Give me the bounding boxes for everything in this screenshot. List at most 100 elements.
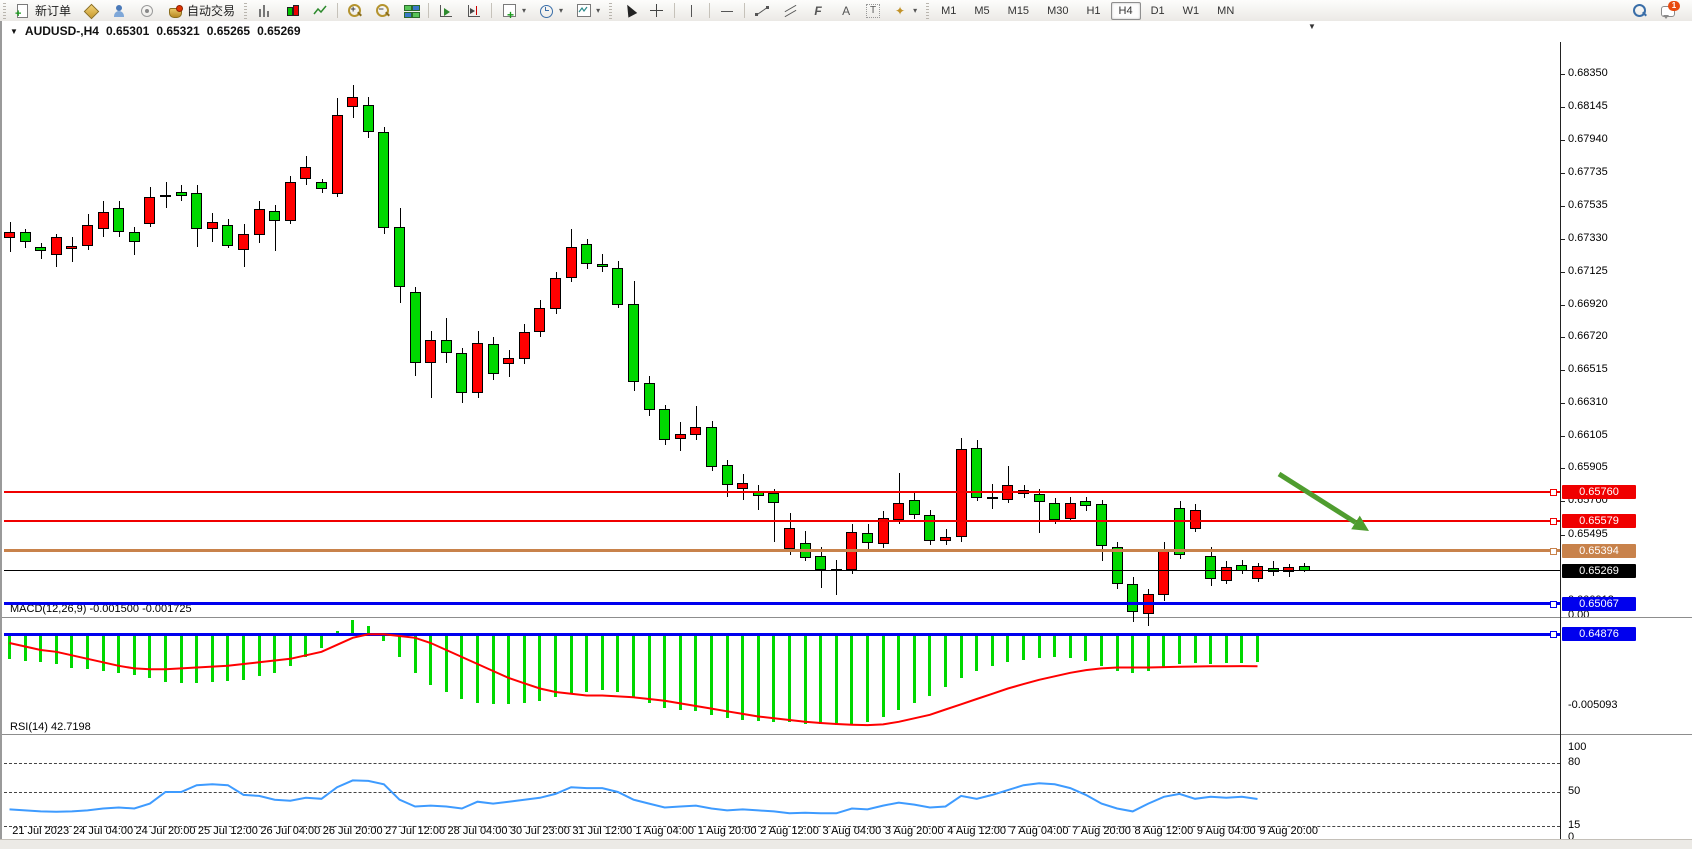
toolbar-grip[interactable] (609, 2, 613, 19)
candle-body (128, 232, 140, 243)
chart-shift-marker-icon[interactable]: ▼ (1308, 22, 1316, 31)
crosshair-button[interactable] (644, 0, 670, 21)
periods-button[interactable]: ▾ (533, 0, 568, 21)
candle-body (1220, 566, 1232, 581)
auto-scroll-button[interactable] (433, 0, 459, 21)
indicators-button[interactable]: + ▾ (496, 0, 531, 22)
horizontal-line-button[interactable] (714, 0, 740, 21)
rsi-scale-label: 15 (1568, 818, 1581, 831)
notifications-button[interactable]: 1 (1655, 0, 1681, 21)
candle-body (35, 247, 47, 252)
candle-body (1096, 503, 1107, 546)
panel-separator[interactable] (2, 617, 1692, 619)
macd-histogram-bar (616, 636, 620, 692)
profile-button[interactable] (106, 0, 132, 21)
horizontal-level-line[interactable] (4, 570, 1560, 572)
horizontal-level-line[interactable] (4, 602, 1560, 605)
templates-button[interactable]: ▾ (570, 0, 605, 21)
time-axis-label: 26 Jul 20:00 (322, 825, 383, 837)
candle-body (160, 194, 171, 197)
time-axis-label: 8 Aug 12:00 (1134, 825, 1194, 837)
macd-histogram-bar (132, 636, 136, 675)
search-button[interactable] (1627, 0, 1653, 21)
horizontal-level-line[interactable] (4, 549, 1560, 553)
macd-histogram-bar (959, 636, 963, 678)
candle-body (581, 243, 593, 264)
horizontal-level-line[interactable] (4, 632, 1560, 636)
timeframe-button-w1[interactable]: W1 (1182, 4, 1200, 17)
annotation-arrow-head[interactable] (1351, 515, 1369, 531)
macd-histogram-bar (23, 636, 27, 661)
timeframe-button-m15[interactable]: M15 (1007, 4, 1030, 17)
bar-chart-icon (256, 3, 272, 19)
macd-histogram-bar (1131, 636, 1135, 673)
new-order-button[interactable]: + 新订单 (10, 0, 76, 21)
bar-chart-button[interactable] (251, 0, 277, 21)
candle-body (815, 555, 827, 571)
line-anchor-handle[interactable] (1550, 600, 1557, 608)
macd-histogram-bar (694, 636, 698, 712)
time-axis-label: 7 Aug 20:00 (1072, 825, 1131, 837)
timeframe-button-m30[interactable]: M30 (1047, 4, 1069, 17)
macd-histogram-bar (881, 636, 885, 717)
timeframe-button-h1[interactable]: H1 (1086, 4, 1101, 17)
macd-histogram-bar (1224, 636, 1228, 664)
macd-scale-zero: 0.00 (1568, 609, 1590, 621)
line-anchor-handle[interactable] (1550, 488, 1557, 496)
annotation-arrow-shaft[interactable] (1277, 471, 1357, 525)
channel-button[interactable] (777, 0, 803, 21)
line-chart-button[interactable] (307, 0, 333, 21)
fibonacci-button[interactable]: F (805, 0, 831, 21)
chart-collapse-icon[interactable]: ▼ (10, 26, 18, 36)
price-tick-label: 0.67735 (1568, 166, 1608, 179)
price-tick (1560, 205, 1565, 207)
toolbar-separator (337, 3, 339, 18)
macd-histogram-bar (803, 636, 807, 724)
toolbar-grip[interactable] (926, 2, 930, 19)
candle-wick (898, 473, 900, 524)
candle-body (862, 532, 873, 543)
market-button[interactable] (78, 0, 104, 21)
horizontal-level-line[interactable] (4, 519, 1560, 522)
candle-body (222, 224, 234, 246)
chart-window: ▼ AUDUSD-,H4 0.65301 0.65321 0.65265 0.6… (0, 21, 1692, 844)
panel-separator[interactable] (2, 734, 1692, 736)
autotrading-button-label: 自动交易 (187, 4, 236, 18)
horizontal-level-line[interactable] (4, 490, 1560, 493)
toolbar-grip[interactable] (244, 2, 248, 19)
toolbar-right: 1 (1626, 0, 1682, 21)
line-anchor-handle[interactable] (1550, 517, 1557, 525)
signals-button[interactable] (134, 0, 160, 21)
timeframe-button-h4[interactable]: H4 (1110, 1, 1141, 20)
timeframe-button-m5[interactable]: M5 (974, 4, 990, 17)
rsi-scale-label: 80 (1568, 756, 1581, 768)
autotrading-button[interactable]: 自动交易 (162, 0, 240, 21)
line-anchor-handle[interactable] (1550, 547, 1557, 555)
arrows-button[interactable]: ✦ ▾ (887, 0, 922, 21)
vertical-line-button[interactable] (679, 0, 705, 21)
text-button[interactable]: A (833, 0, 859, 21)
rsi-line (9, 779, 1258, 815)
price-badge: 0.65269 (1562, 563, 1636, 578)
time-axis-label: 3 Aug 20:00 (884, 825, 944, 837)
zoom-in-button[interactable]: + (342, 0, 368, 21)
price-tick (1560, 271, 1565, 273)
time-axis-label: 3 Aug 04:00 (822, 825, 882, 837)
timeframe-button-m1[interactable]: M1 (941, 4, 957, 17)
macd-histogram-bar (772, 636, 776, 722)
chart-shift-button[interactable] (461, 0, 487, 21)
trendline-button[interactable] (749, 0, 775, 21)
status-strip (0, 839, 1692, 849)
price-tick (1560, 238, 1565, 240)
text-label-button[interactable]: T (861, 0, 885, 21)
toolbar-grip[interactable] (3, 2, 6, 19)
candle-chart-button[interactable] (279, 0, 305, 21)
candle-body (924, 515, 936, 541)
line-anchor-handle[interactable] (1550, 631, 1557, 639)
cursor-button[interactable] (616, 0, 642, 21)
timeframe-button-d1[interactable]: D1 (1150, 4, 1165, 17)
tile-windows-button[interactable] (398, 0, 424, 21)
zoom-out-button[interactable]: − (370, 0, 396, 21)
timeframe-button-mn[interactable]: MN (1217, 4, 1235, 17)
